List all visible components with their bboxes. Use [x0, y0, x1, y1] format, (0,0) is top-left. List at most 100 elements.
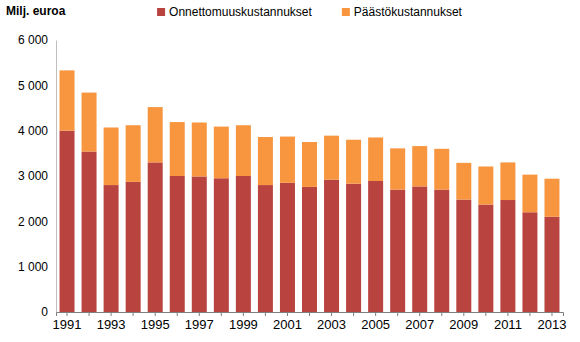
bar: [148, 107, 163, 162]
bar: [544, 179, 559, 217]
legend-item: Onnettomuuskustannukset: [157, 5, 312, 19]
tick-mark: [89, 312, 90, 316]
bar: [412, 186, 427, 312]
bar: [192, 176, 207, 312]
bar: [522, 212, 537, 312]
tick-mark: [133, 312, 134, 316]
tick: [265, 312, 266, 316]
bar: [324, 180, 339, 312]
tick-mark: [419, 312, 420, 316]
tick-label: 2003: [317, 317, 346, 332]
tick-mark: [221, 312, 222, 316]
tick-label: 1995: [141, 317, 170, 332]
tick: 4 000: [18, 124, 56, 138]
bar: [434, 149, 449, 190]
tick-mark: [485, 312, 486, 316]
bar: [60, 131, 75, 312]
tick: 1997: [185, 312, 214, 332]
tick: [89, 312, 90, 316]
tick: 6 000: [18, 33, 56, 47]
bars: [60, 70, 560, 312]
tick: [353, 312, 354, 316]
tick-mark: [551, 312, 552, 316]
tick-label: 1991: [53, 317, 82, 332]
tick-label: 2001: [273, 317, 302, 332]
bar: [390, 190, 405, 312]
bar: [280, 137, 295, 183]
bar: [522, 175, 537, 213]
tick: 2 000: [18, 215, 56, 229]
tick-label: 4 000: [18, 124, 48, 138]
bar: [478, 205, 493, 312]
tick-label: 1993: [97, 317, 126, 332]
tick-mark: [353, 312, 354, 316]
bar: [390, 148, 405, 189]
bar: [324, 136, 339, 180]
bar: [170, 176, 185, 312]
bar: [368, 137, 383, 181]
tick-label: 2011: [494, 317, 522, 332]
bar: [346, 184, 361, 312]
tick: [177, 312, 178, 316]
legend-swatch: [342, 8, 350, 16]
bar: [82, 152, 97, 312]
tick: 2011: [494, 312, 522, 332]
bar: [346, 140, 361, 184]
tick-label: 5 000: [18, 79, 48, 93]
tick-mark: [507, 312, 508, 316]
tick: [309, 312, 310, 316]
bar: [126, 125, 141, 182]
bar: [302, 187, 317, 312]
tick: 2009: [449, 312, 478, 332]
tick: 5 000: [18, 79, 56, 93]
tick: 2005: [361, 312, 390, 332]
tick: 1991: [53, 312, 82, 332]
tick-label: 2007: [405, 317, 434, 332]
bar: [214, 178, 229, 312]
tick: [441, 312, 442, 316]
tick-mark: [67, 312, 68, 316]
bar: [500, 162, 515, 200]
bar: [170, 122, 185, 176]
tick-label: 2013: [538, 317, 567, 332]
tick-mark: [287, 312, 288, 316]
bar: [236, 176, 251, 312]
tick-mark: [265, 312, 266, 316]
tick-mark: [397, 312, 398, 316]
tick-label: 6 000: [18, 33, 48, 47]
tick-label: 1999: [229, 317, 258, 332]
tick: 2013: [538, 312, 567, 332]
tick: 1999: [229, 312, 258, 332]
tick-mark: [177, 312, 178, 316]
tick-mark: [331, 312, 332, 316]
bar: [258, 137, 273, 185]
tick-mark: [111, 312, 112, 316]
chart: 01 0002 0003 0004 0005 0006 000199119931…: [0, 0, 580, 342]
bar: [368, 181, 383, 312]
tick-mark: [529, 312, 530, 316]
tick: 1 000: [18, 260, 56, 274]
bar: [434, 190, 449, 312]
tick: 3 000: [18, 169, 56, 183]
bar: [544, 217, 559, 312]
tick: [221, 312, 222, 316]
bar: [280, 183, 295, 312]
tick-mark: [155, 312, 156, 316]
tick: [133, 312, 134, 316]
plot: 01 0002 0003 0004 0005 0006 000199119931…: [18, 33, 566, 332]
axis-title: Milj. euroa: [6, 4, 66, 18]
y-axis: 01 0002 0003 0004 0005 0006 000: [18, 33, 57, 319]
bar: [104, 127, 119, 185]
bar: [258, 185, 273, 312]
tick-label: 2 000: [18, 215, 48, 229]
tick: [529, 312, 530, 316]
axis-line: [56, 41, 57, 313]
bar: [456, 163, 471, 200]
tick-label: 2005: [361, 317, 390, 332]
tick-mark: [243, 312, 244, 316]
bar: [500, 200, 515, 312]
tick-mark: [375, 312, 376, 316]
tick-mark: [309, 312, 310, 316]
bar: [82, 93, 97, 152]
bar: [192, 123, 207, 177]
